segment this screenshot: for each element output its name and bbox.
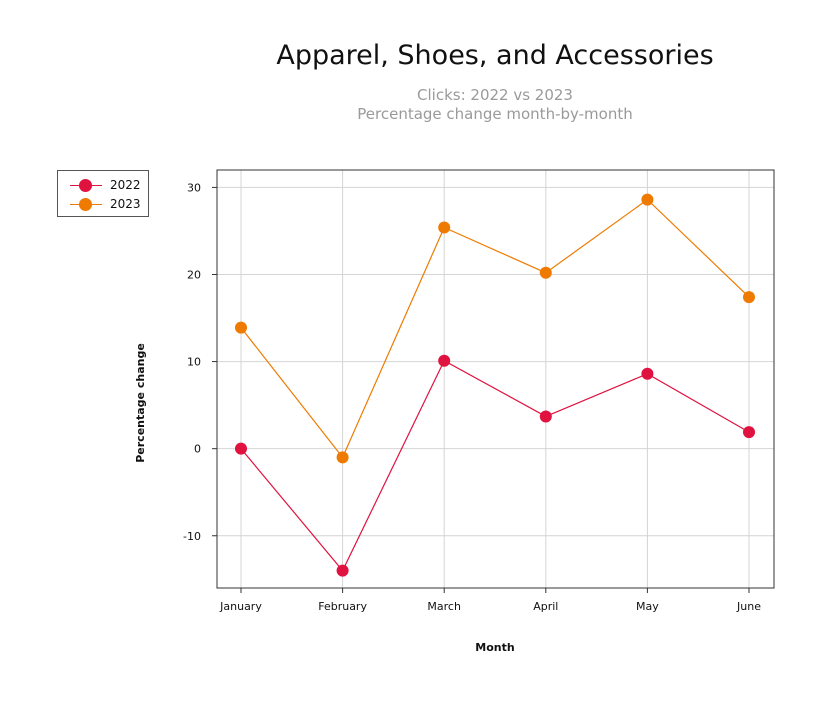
chart-legend: 2022 2023 — [57, 170, 149, 217]
x-tick-label: May — [636, 600, 659, 613]
y-tick-label: 10 — [187, 356, 201, 369]
y-axis-ticks: 30 20 10 0 -10 — [183, 181, 217, 543]
y-tick-label: 0 — [194, 443, 201, 456]
y-axis-label: Percentage change — [134, 343, 147, 463]
chart-subtitle-line-2: Percentage change month-by-month — [357, 105, 633, 123]
data-point-2022-january[interactable] — [235, 442, 247, 455]
x-tick-label: March — [427, 600, 461, 613]
legend-entry-2022: 2022 — [58, 177, 148, 195]
series-line-2022 — [240, 359, 750, 572]
x-tick-label: April — [533, 600, 558, 613]
legend-marker-2022 — [79, 179, 92, 192]
legend-marker-2023 — [79, 198, 92, 211]
data-point-2022-march[interactable] — [438, 354, 451, 367]
grid-lines — [217, 170, 774, 588]
series-2022 — [235, 354, 755, 577]
data-point-2022-april[interactable] — [539, 410, 552, 423]
data-point-2023-april[interactable] — [539, 266, 552, 279]
chart-subtitle-line-1: Clicks: 2022 vs 2023 — [417, 86, 573, 104]
y-tick-label: -10 — [183, 530, 201, 543]
data-point-2023-january[interactable] — [235, 321, 247, 334]
x-tick-label: June — [736, 600, 761, 613]
data-point-2022-may[interactable] — [641, 367, 654, 380]
data-point-2023-march[interactable] — [438, 221, 451, 234]
x-axis-ticks: January February March April May June — [219, 588, 761, 613]
plot-area — [216, 169, 775, 589]
y-tick-label: 20 — [187, 269, 201, 282]
data-point-2023-february[interactable] — [336, 451, 349, 464]
series-2023 — [235, 193, 755, 464]
x-tick-label: February — [318, 600, 367, 613]
data-point-2023-june[interactable] — [743, 291, 755, 304]
data-point-2022-february[interactable] — [336, 564, 349, 577]
x-tick-label: January — [219, 600, 262, 613]
x-axis-label: Month — [475, 641, 514, 654]
data-point-2023-may[interactable] — [641, 193, 654, 206]
legend-label-2023: 2023 — [110, 197, 141, 211]
chart-title: Apparel, Shoes, and Accessories — [276, 40, 714, 71]
series-line-2023 — [240, 198, 750, 459]
data-point-2022-june[interactable] — [743, 426, 755, 439]
y-tick-label: 30 — [187, 181, 201, 194]
series-group — [235, 193, 755, 577]
legend-entry-2023: 2023 — [58, 196, 148, 214]
legend-label-2022: 2022 — [110, 178, 141, 192]
